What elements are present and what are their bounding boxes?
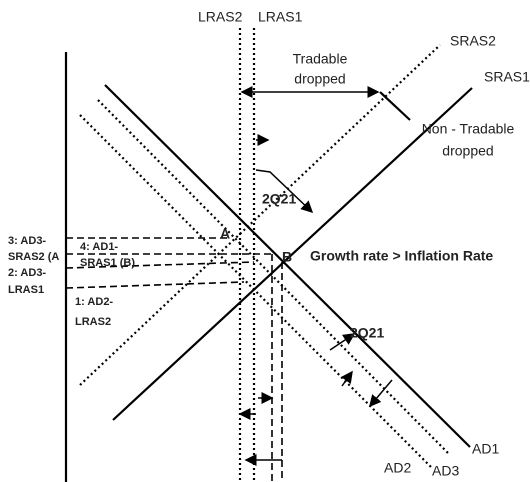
label: Growth rate > Inflation Rate bbox=[310, 248, 493, 264]
label: LRAS2 bbox=[198, 9, 243, 25]
label: LRAS1 bbox=[8, 284, 44, 296]
label: 1: AD2- bbox=[75, 296, 113, 308]
sras2-line bbox=[79, 44, 441, 386]
label: 3: AD3- bbox=[8, 235, 46, 247]
curves bbox=[64, 28, 473, 482]
label: 2Q21 bbox=[350, 325, 384, 341]
label: Tradable bbox=[293, 51, 348, 67]
arrow bbox=[369, 379, 393, 408]
label: AD1 bbox=[472, 441, 499, 457]
dash-1 bbox=[65, 281, 245, 289]
label: dropped bbox=[442, 143, 493, 159]
label: SRAS2 (A bbox=[8, 251, 59, 263]
label: B bbox=[282, 249, 292, 265]
label: 2Q21 bbox=[262, 191, 296, 207]
shift-tick bbox=[379, 91, 411, 121]
arrow bbox=[341, 370, 353, 387]
ad1-line bbox=[104, 84, 471, 448]
arrow bbox=[329, 333, 356, 351]
label: SRAS1 (B) bbox=[80, 257, 135, 269]
label: A bbox=[220, 226, 230, 242]
ad2-line bbox=[79, 114, 433, 469]
label: Non - Tradable bbox=[422, 121, 515, 137]
arrow bbox=[255, 169, 314, 214]
label: SRAS1 bbox=[484, 69, 530, 85]
ad3-line bbox=[97, 99, 451, 456]
sras1-line bbox=[112, 87, 473, 421]
label: AD2 bbox=[384, 460, 411, 476]
dash-2 bbox=[65, 261, 255, 269]
label: LRAS1 bbox=[258, 9, 303, 25]
label: LRAS2 bbox=[75, 316, 111, 328]
label: dropped bbox=[294, 71, 345, 87]
label: AD3 bbox=[432, 463, 459, 479]
label: 4: AD1- bbox=[80, 241, 118, 253]
label: SRAS2 bbox=[450, 33, 496, 49]
label: 2: AD3- bbox=[8, 267, 46, 279]
